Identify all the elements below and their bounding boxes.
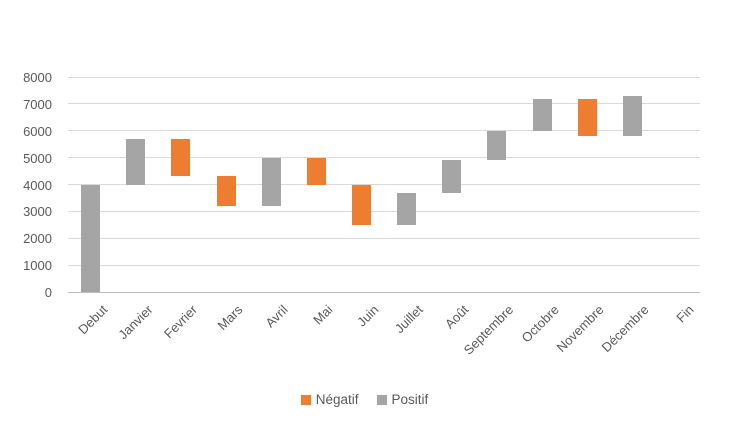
legend-item-negatif[interactable]: Négatif [300,392,359,407]
waterfall-bar-negatif[interactable] [577,98,597,137]
y-axis-tick-label: 0 [44,285,52,300]
y-axis-tick-label: 1000 [23,258,52,274]
waterfall-bar-positif[interactable] [442,160,462,193]
x-axis-category-label: Avril [262,302,291,331]
legend-swatch-icon [300,395,311,405]
waterfall-bar-positif[interactable] [81,184,101,292]
gridline [68,237,700,239]
legend-label: Positif [391,392,429,407]
gridline [68,210,700,212]
x-axis-category-label: Mai [310,302,336,328]
x-axis-category-label: Fevrier [161,302,201,342]
x-axis-category-label: Octobre [518,302,562,346]
waterfall-bar-negatif[interactable] [351,184,371,225]
x-axis-category-label: Décembre [598,302,652,356]
gridline [68,103,700,105]
y-axis-tick-label: 3000 [23,204,52,220]
legend: Négatif Positif [0,393,729,407]
y-axis-tick-label: 7000 [23,96,52,112]
x-axis-category-label: Mars [214,302,246,334]
legend-swatch-icon [376,395,387,405]
legend-label: Négatif [315,392,359,407]
waterfall-bar-positif[interactable] [532,98,552,131]
x-axis-category-label: Janvier [115,302,156,343]
waterfall-bar-negatif[interactable] [306,157,326,185]
x-axis-category-label: Novembre [553,302,607,356]
y-axis-tick-label: 4000 [23,177,52,193]
gridline [68,184,700,185]
x-axis-category-label: Juillet [392,302,427,337]
gridline [68,264,700,266]
x-axis-category-label: Fin [673,302,698,326]
waterfall-bar-negatif[interactable] [216,176,236,206]
gridline [68,157,700,159]
gridline [68,130,700,132]
y-axis-tick-label: 2000 [23,231,52,247]
gridline [68,76,700,78]
x-axis-category-label: Debut [75,302,111,338]
y-axis-tick-label: 6000 [23,123,52,139]
waterfall-bar-positif[interactable] [126,138,146,185]
waterfall-bar-positif[interactable] [261,157,281,206]
legend-item-positif[interactable]: Positif [376,392,429,407]
waterfall-bar-positif[interactable] [622,95,642,137]
waterfall-bar-positif[interactable] [487,130,507,161]
y-axis-tick-label: 8000 [23,70,52,85]
y-axis-tick-label: 5000 [23,150,52,166]
x-axis-category-label: Août [441,302,472,332]
waterfall-bar-positif[interactable] [397,192,417,225]
waterfall-bar-negatif[interactable] [171,138,191,177]
x-axis-line [68,291,700,293]
plot-area [68,76,700,293]
x-axis-category-label: Juin [353,302,382,330]
